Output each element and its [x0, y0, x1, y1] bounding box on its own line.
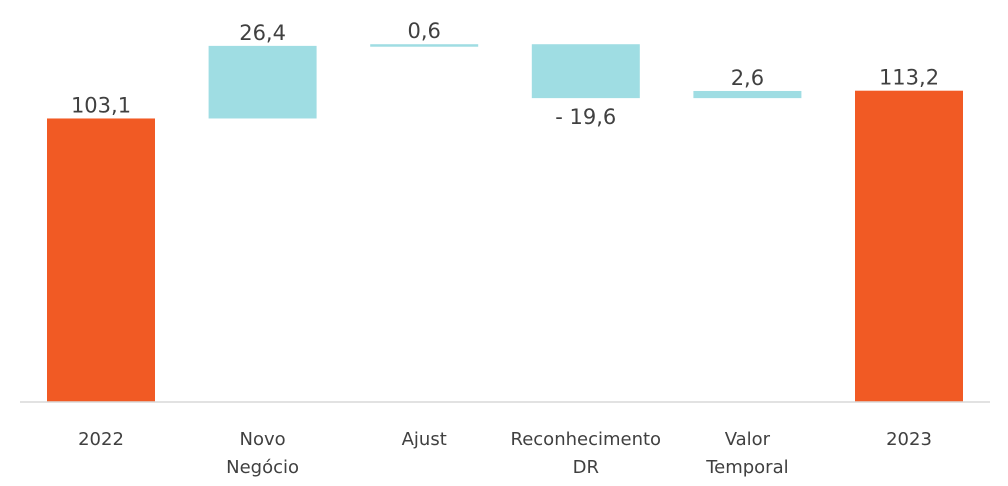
x-tick-label-4: Valor Temporal	[705, 429, 788, 478]
data-label-1: 26,4	[239, 21, 286, 45]
data-label-0: 103,1	[71, 93, 131, 117]
data-label-5: 113,2	[879, 66, 939, 90]
bar-2	[370, 44, 479, 47]
x-tick-label-1: Novo Negócio	[226, 429, 299, 478]
data-label-3: - 19,6	[555, 105, 616, 129]
x-tick-label-2: Ajust	[402, 429, 447, 450]
x-tick-label-line: Temporal	[705, 457, 788, 478]
x-tick-label-0: 2022	[78, 429, 124, 450]
bar-3	[531, 44, 640, 99]
x-tick-label-line: Valor	[725, 429, 771, 450]
data-label-2: 0,6	[407, 19, 440, 43]
bar-5	[855, 90, 963, 402]
x-tick-label-5: 2023	[886, 429, 932, 450]
x-tick-label-3: Reconhecimento DR	[511, 429, 662, 478]
x-tick-label-line: Ajust	[402, 429, 447, 450]
x-tick-label-line: DR	[573, 457, 599, 478]
data-labels-group: 103,1 26,4 0,6 - 19,6 2,6 113,2	[71, 19, 939, 129]
bar-1	[208, 45, 317, 119]
x-tick-label-line: 2022	[78, 429, 124, 450]
x-tick-label-line: Novo	[240, 429, 286, 450]
bars-group	[47, 44, 963, 402]
x-tick-label-line: 2023	[886, 429, 932, 450]
bar-0	[47, 118, 155, 402]
bar-4	[693, 90, 802, 99]
x-tick-label-line: Reconhecimento	[511, 429, 662, 450]
data-label-4: 2,6	[731, 66, 764, 90]
x-tick-label-line: Negócio	[226, 457, 299, 478]
x-tick-labels-group: 2022 Novo Negócio Ajust Reconhecimento DR Valo…	[78, 429, 932, 478]
